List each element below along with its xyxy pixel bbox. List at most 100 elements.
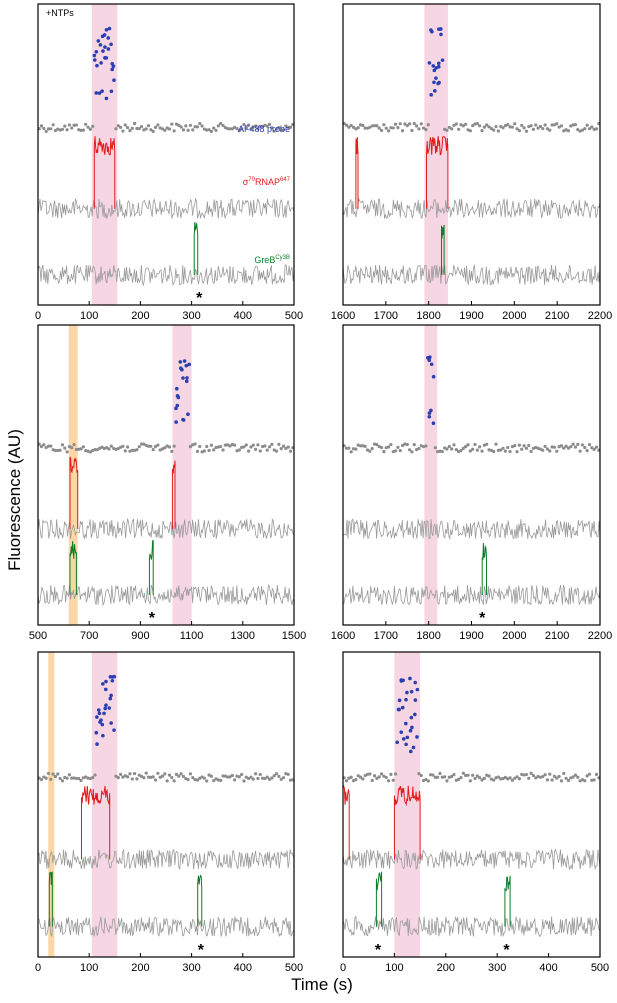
probe-point [60,779,65,783]
probe-point [105,445,109,450]
probe-point-high [431,374,436,379]
probe-point [510,125,514,129]
probe-point [372,774,377,778]
probe-point [347,446,351,450]
probe-point [60,443,65,447]
probe-point [494,442,498,446]
probe-point-high [95,63,99,68]
probe-point [524,772,529,777]
probe-point [49,127,53,131]
probe-point [478,124,482,128]
probe-point [501,446,505,450]
probe-point [39,124,44,128]
rnap-trace-event-1 [426,136,449,209]
probe-point [254,124,258,128]
probe-point [424,128,428,132]
probe-point-high [109,693,113,698]
probe-point [592,447,596,451]
probe-point [230,773,234,778]
probe-point [79,128,83,132]
probe-point [172,779,176,783]
probe-point [263,776,267,781]
probe-point [433,446,437,450]
probe-point [135,126,139,131]
probe-point [403,122,407,126]
probe-point [426,123,430,127]
probe-point [562,771,566,776]
probe-point [247,449,251,453]
probe-point [412,443,416,447]
highlight-band-pink [424,325,438,625]
probe-point [179,772,183,776]
probe-point-high [184,379,189,384]
probe-point [344,446,349,450]
asterisk-marker: * [149,610,156,627]
probe-point [126,775,130,779]
probe-point [377,775,381,779]
probe-point-high [427,414,432,419]
probe-point-high [109,42,113,47]
probe-point [67,773,72,777]
probe-point [272,774,276,778]
probe-point [382,450,386,454]
probe-point [174,772,179,777]
probe-point [84,122,88,126]
probe-point-high [110,67,114,72]
probe-point [459,448,463,453]
probe-point [407,448,412,452]
probe-point [389,772,393,776]
probe-point [93,773,97,777]
probe-point [212,778,216,783]
probe-point-high [404,697,408,702]
probe-point [592,778,596,782]
probe-point [358,775,363,779]
x-tick-label: 400 [539,962,557,974]
x-tick-label: 1800 [416,310,440,322]
probe-point [53,774,58,779]
probe-point [587,127,592,131]
probe-point [562,446,566,450]
probe-point [270,126,274,130]
probe-point [382,123,386,127]
probe-point [258,449,262,453]
probe-point [186,777,190,782]
chart-panel-top-left: * 0 100 200 300 400 500 [35,3,303,322]
probe-point [522,126,526,130]
probe-point [193,125,197,129]
probe-point [452,123,456,127]
probe-point [496,129,500,133]
probe-point [487,125,491,129]
probe-point [422,126,426,130]
probe-point [482,125,486,129]
probe-point [88,450,92,454]
probe-point-high [107,26,112,31]
probe-point [573,445,578,449]
probe-point-high [427,411,432,415]
probe-point [412,121,416,126]
probe-point-high [434,76,438,80]
probe-point [70,126,74,130]
probe-point-high [107,706,112,710]
highlight-band-pink [91,652,118,957]
probe-point-high [182,359,187,363]
probe-point-high [111,64,116,68]
probe-point [212,126,216,130]
probe-point-high [100,89,104,93]
probe-point-high [95,742,99,746]
rnap-trace-event-1 [171,460,176,529]
x-axis-title: Time (s) [291,975,353,994]
probe-point [398,448,402,453]
rnap-trace-baseline [342,518,601,540]
probe-point [580,443,585,447]
probe-point-high [437,80,441,85]
probe-point [254,772,258,776]
probe-point-high [112,674,117,679]
probe-point-high [413,680,418,685]
probe-point-high [104,703,108,707]
greb-trace-event-1 [504,875,511,927]
probe-point [496,448,500,452]
probe-point [471,447,475,451]
x-tick-label: 500 [591,962,609,974]
probe-point [522,444,526,448]
probe-point [585,774,589,778]
